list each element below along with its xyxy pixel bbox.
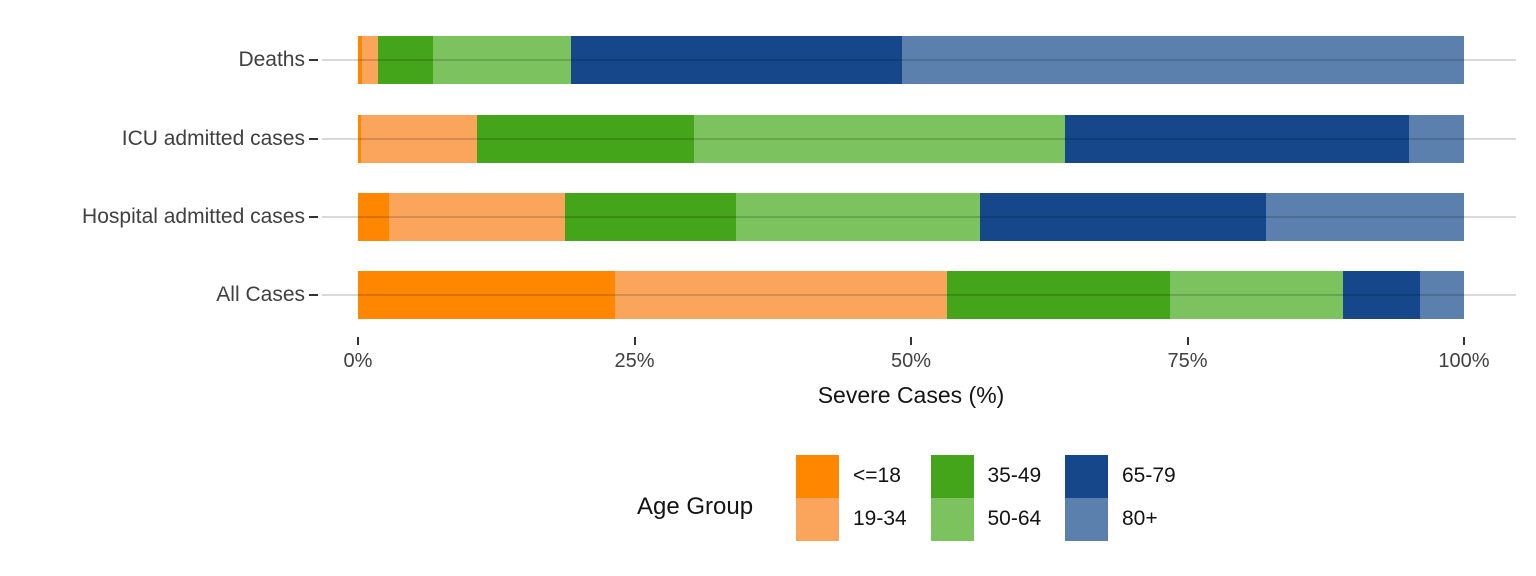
bar-segment-35-49 xyxy=(377,36,434,84)
bar-segment-80+ xyxy=(1419,271,1464,319)
x-axis-title: Severe Cases (%) xyxy=(817,382,1005,408)
bar-segment-65-79 xyxy=(1064,115,1409,163)
x-tick-label: 25% xyxy=(614,350,655,372)
bar-segment-65-79 xyxy=(979,193,1267,241)
bar-segment-35-49 xyxy=(947,271,1170,319)
bar-segment-80+ xyxy=(1408,115,1464,163)
y-axis-label: Hospital admitted cases xyxy=(82,205,305,228)
grid-line xyxy=(322,138,1516,140)
bar-segment-35-49 xyxy=(564,193,737,241)
legend-swatch-65-79 xyxy=(1065,455,1108,498)
x-tick-mark xyxy=(1463,337,1465,345)
x-tick-label: 0% xyxy=(343,350,373,372)
bar-segment-65-79 xyxy=(571,36,903,84)
legend-swatch-50-64 xyxy=(930,498,974,541)
bar-segment-19-34 xyxy=(614,271,948,319)
grid-line xyxy=(322,59,1516,61)
bar-segment-80+ xyxy=(1266,193,1464,241)
y-axis-label: Deaths xyxy=(238,48,305,71)
legend-swatch-<=18 xyxy=(796,455,839,498)
x-tick-mark xyxy=(633,337,636,345)
x-tick-label: 100% xyxy=(1438,350,1490,372)
bar-segment-19-34 xyxy=(362,36,378,84)
bar-segment-65-79 xyxy=(1343,271,1420,319)
bar-segment-<=18 xyxy=(358,271,615,319)
x-tick-label: 50% xyxy=(890,350,932,372)
legend-label: 50-64 xyxy=(987,507,1042,530)
bar-segment-50-64 xyxy=(1169,271,1344,319)
legend-label: 35-49 xyxy=(987,464,1042,487)
bar-segment-19-34 xyxy=(361,115,478,163)
bar-segment-<=18 xyxy=(358,36,363,84)
grid-line xyxy=(322,216,1516,218)
bar-segment-80+ xyxy=(902,36,1464,84)
y-tick-mark xyxy=(309,216,318,218)
y-axis-label: All Cases xyxy=(216,283,305,306)
legend-label: 65-79 xyxy=(1122,464,1176,487)
x-tick-mark xyxy=(357,337,359,345)
legend-label: 80+ xyxy=(1122,507,1158,530)
bar-segment-50-64 xyxy=(694,115,1065,163)
y-axis-label: ICU admitted cases xyxy=(121,127,305,150)
bar-segment-<=18 xyxy=(358,115,362,163)
bar-segment-35-49 xyxy=(477,115,695,163)
y-tick-mark xyxy=(309,59,318,61)
bar-segment-<=18 xyxy=(358,193,389,241)
legend-swatch-80+ xyxy=(1065,498,1108,541)
y-tick-mark xyxy=(309,138,318,140)
legend-swatch-35-49 xyxy=(930,455,974,498)
legend-label: 19-34 xyxy=(853,507,907,530)
bar-segment-50-64 xyxy=(433,36,572,84)
legend-title: Age Group xyxy=(637,493,754,520)
x-tick-mark xyxy=(910,337,912,345)
legend-label: <=18 xyxy=(853,464,901,487)
grid-line xyxy=(322,294,1516,296)
x-tick-label: 75% xyxy=(1167,350,1208,372)
y-tick-mark xyxy=(309,294,318,296)
bar-segment-19-34 xyxy=(388,193,565,241)
legend-swatch-19-34 xyxy=(796,498,839,541)
x-tick-mark xyxy=(1186,337,1189,345)
bar-segment-50-64 xyxy=(736,193,980,241)
